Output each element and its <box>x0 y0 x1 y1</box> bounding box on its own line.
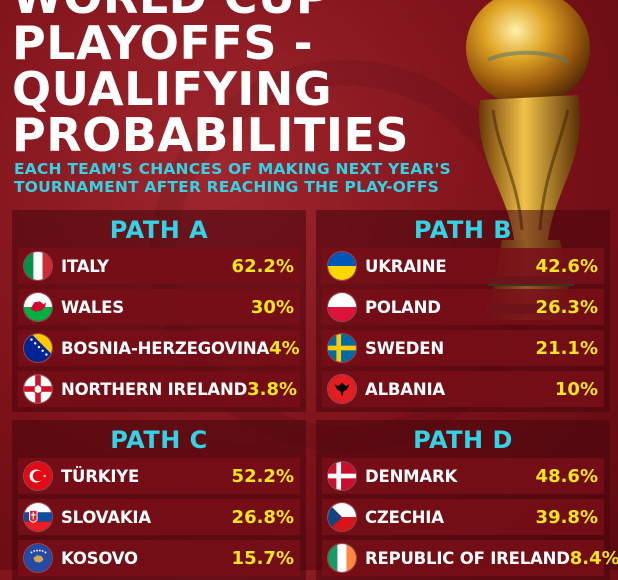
team-probability: 39.8% <box>535 506 598 528</box>
path-title: PATH A <box>109 216 209 244</box>
sweden-flag-icon <box>327 333 357 363</box>
turkiye-flag-icon <box>23 461 53 491</box>
path-panel: PATH D DENMARK 48.6% CZECHIA 39.8% REPUB… <box>316 420 618 580</box>
team-row: SWEDEN 21.1% <box>322 330 604 366</box>
northern-ireland-flag-icon <box>23 374 53 404</box>
title-line: QUALIFYING <box>12 62 333 116</box>
team-probability: 62.2% <box>231 255 294 277</box>
team-name: SLOVAKIA <box>61 507 151 527</box>
team-row: SLOVAKIA 26.8% <box>18 499 300 535</box>
team-name: NORTHERN IRELAND <box>61 379 248 399</box>
team-row: ALBANIA 10% <box>322 371 604 407</box>
team-probability: 42.6% <box>535 255 598 277</box>
team-probability: 4% <box>269 337 300 359</box>
title-line: WORLD CUP <box>12 0 409 20</box>
team-row: KOSOVO 15.7% <box>18 540 300 576</box>
title-line: PROBABILITIES <box>12 108 410 162</box>
path-panel: PATH C TÜRKIYE 52.2% SLOVAKIA 26.8% KOSO… <box>12 420 306 580</box>
team-name: SWEDEN <box>365 338 444 358</box>
team-probability: 3.8% <box>247 378 298 400</box>
path-panel: PATH A ITALY 62.2% WALES 30% BOSNIA-HERZ… <box>12 210 306 412</box>
path-title: PATH B <box>413 216 513 244</box>
team-row: WALES 30% <box>18 289 300 325</box>
denmark-flag-icon <box>327 461 357 491</box>
team-probability: 26.3% <box>535 296 598 318</box>
slovakia-flag-icon <box>23 502 53 532</box>
team-probability: 26.8% <box>231 506 294 528</box>
team-name: BOSNIA-HERZEGOVINA <box>61 338 270 358</box>
team-row: CZECHIA 39.8% <box>322 499 604 535</box>
team-row: POLAND 26.3% <box>322 289 604 325</box>
path-title: PATH D <box>413 426 513 454</box>
czechia-flag-icon <box>327 502 357 532</box>
team-name: ALBANIA <box>365 379 445 399</box>
team-name: TÜRKIYE <box>61 466 140 486</box>
team-name: UKRAINE <box>365 256 447 276</box>
poland-flag-icon <box>327 292 357 322</box>
team-probability: 21.1% <box>535 337 598 359</box>
team-name: CZECHIA <box>365 507 444 527</box>
kosovo-flag-icon <box>23 543 53 573</box>
team-row: TÜRKIYE 52.2% <box>18 458 300 494</box>
team-probability: 30% <box>250 296 294 318</box>
team-row: ITALY 62.2% <box>18 248 300 284</box>
team-row: DENMARK 48.6% <box>322 458 604 494</box>
team-probability: 52.2% <box>231 465 294 487</box>
team-name: WALES <box>61 297 124 317</box>
team-name: POLAND <box>365 297 441 317</box>
title-line: PLAYOFFS - <box>12 16 314 70</box>
subtitle-line: EACH TEAM'S CHANCES OF MAKING NEXT YEAR'… <box>14 160 451 178</box>
team-probability: 10% <box>554 378 598 400</box>
path-title: PATH C <box>110 426 208 454</box>
albania-flag-icon <box>327 374 357 404</box>
team-row: REPUBLIC OF IRELAND 8.4% <box>322 540 618 576</box>
italy-flag-icon <box>23 251 53 281</box>
team-probability: 15.7% <box>231 547 294 569</box>
team-row: NORTHERN IRELAND 3.8% <box>18 371 300 407</box>
team-row: BOSNIA-HERZEGOVINA 4% <box>18 330 300 366</box>
team-probability: 48.6% <box>535 465 598 487</box>
subtitle: EACH TEAM'S CHANCES OF MAKING NEXT YEAR'… <box>14 160 451 196</box>
team-name: REPUBLIC OF IRELAND <box>365 548 570 568</box>
path-panel: PATH B UKRAINE 42.6% POLAND 26.3% SWEDEN… <box>316 210 610 412</box>
ukraine-flag-icon <box>327 251 357 281</box>
team-row: UKRAINE 42.6% <box>322 248 604 284</box>
page-title: WORLD CUP PLAYOFFS - QUALIFYING PROBABIL… <box>12 0 409 158</box>
subtitle-line: TOURNAMENT AFTER REACHING THE PLAY-OFFS <box>14 178 439 196</box>
team-name: DENMARK <box>365 466 458 486</box>
wales-flag-icon <box>23 292 53 322</box>
team-name: ITALY <box>61 256 109 276</box>
team-probability: 8.4% <box>569 547 618 569</box>
ireland-flag-icon <box>327 543 357 573</box>
bosnia-flag-icon <box>23 333 53 363</box>
team-name: KOSOVO <box>61 548 138 568</box>
